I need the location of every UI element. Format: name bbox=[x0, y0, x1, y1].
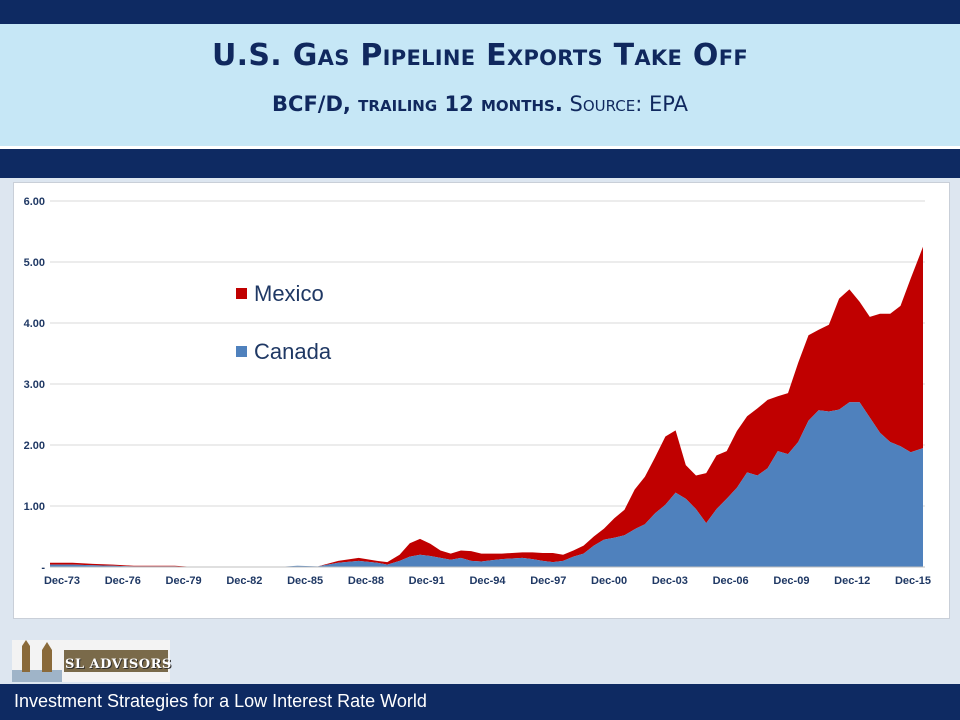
y-tick-label: 5.00 bbox=[24, 257, 45, 269]
area-canada bbox=[50, 402, 923, 567]
logo bbox=[12, 640, 170, 682]
gridlines bbox=[50, 200, 925, 507]
x-tick-label: Dec-91 bbox=[409, 575, 445, 587]
y-tick-label: 3.00 bbox=[24, 379, 45, 391]
logo-tower-icon bbox=[22, 646, 30, 672]
x-tick-label: Dec-15 bbox=[895, 575, 931, 587]
x-tick-label: Dec-09 bbox=[773, 575, 809, 587]
footer-tagline: Investment Strategies for a Low Interest… bbox=[14, 691, 427, 711]
y-tick-label: 6.00 bbox=[24, 196, 45, 208]
legend-label-canada: Canada bbox=[254, 339, 332, 364]
y-tick-label: 2.00 bbox=[24, 440, 45, 452]
chart-panel: -1.00 2.00 3.00 4.00 5.00 6.00 Dec-73 Dec-76 De… bbox=[13, 182, 950, 619]
footer-bar bbox=[0, 684, 960, 720]
title-band bbox=[0, 24, 960, 146]
x-tick-label: Dec-79 bbox=[166, 575, 202, 587]
x-tick-label: Dec-12 bbox=[834, 575, 870, 587]
legend-swatch-mexico bbox=[236, 288, 247, 299]
x-tick-label: Dec-85 bbox=[287, 575, 323, 587]
x-tick-label: Dec-06 bbox=[713, 575, 749, 587]
x-tick-label: Dec-94 bbox=[469, 575, 506, 587]
y-tick-label: 4.00 bbox=[24, 318, 45, 330]
x-tick-label: Dec-00 bbox=[591, 575, 627, 587]
subtitle-source: Source: EPA bbox=[569, 92, 688, 116]
page-title: U.S. Gas Pipeline Exports Take Off bbox=[212, 38, 748, 73]
page-subtitle: BCF/D, trailing 12 months. Source: EPA bbox=[0, 92, 960, 116]
x-tick-label: Dec-03 bbox=[652, 575, 688, 587]
x-tick-label: Dec-82 bbox=[226, 575, 262, 587]
area-chart: -1.002.003.004.005.006.00 Dec-73 Dec-76 De… bbox=[24, 196, 931, 587]
subtitle-units: BCF/D, trailing 12 months. bbox=[272, 92, 563, 116]
x-tick-label: Dec-97 bbox=[530, 575, 566, 587]
logo-text: SL ADVISORS bbox=[65, 657, 172, 672]
legend-swatch-canada bbox=[236, 346, 247, 357]
legend-label-mexico: Mexico bbox=[254, 281, 324, 306]
divider-bar bbox=[0, 146, 960, 178]
y-tick-label: - bbox=[41, 562, 45, 574]
y-tick-label: 1.00 bbox=[24, 501, 45, 513]
area-mexico bbox=[50, 246, 923, 568]
top-bar bbox=[0, 0, 960, 24]
x-axis-ticks: Dec-73 Dec-76 Dec-79 Dec-82 Dec-85 Dec-88 Dec-… bbox=[44, 575, 931, 587]
x-tick-label: Dec-88 bbox=[348, 575, 384, 587]
x-tick-label: Dec-76 bbox=[105, 575, 141, 587]
y-axis-ticks: - 1.00 2.00 3.00 4.00 5.00 6.00 bbox=[24, 196, 46, 574]
x-tick-label: Dec-73 bbox=[44, 575, 80, 587]
legend: Mexico Canada bbox=[236, 281, 332, 364]
